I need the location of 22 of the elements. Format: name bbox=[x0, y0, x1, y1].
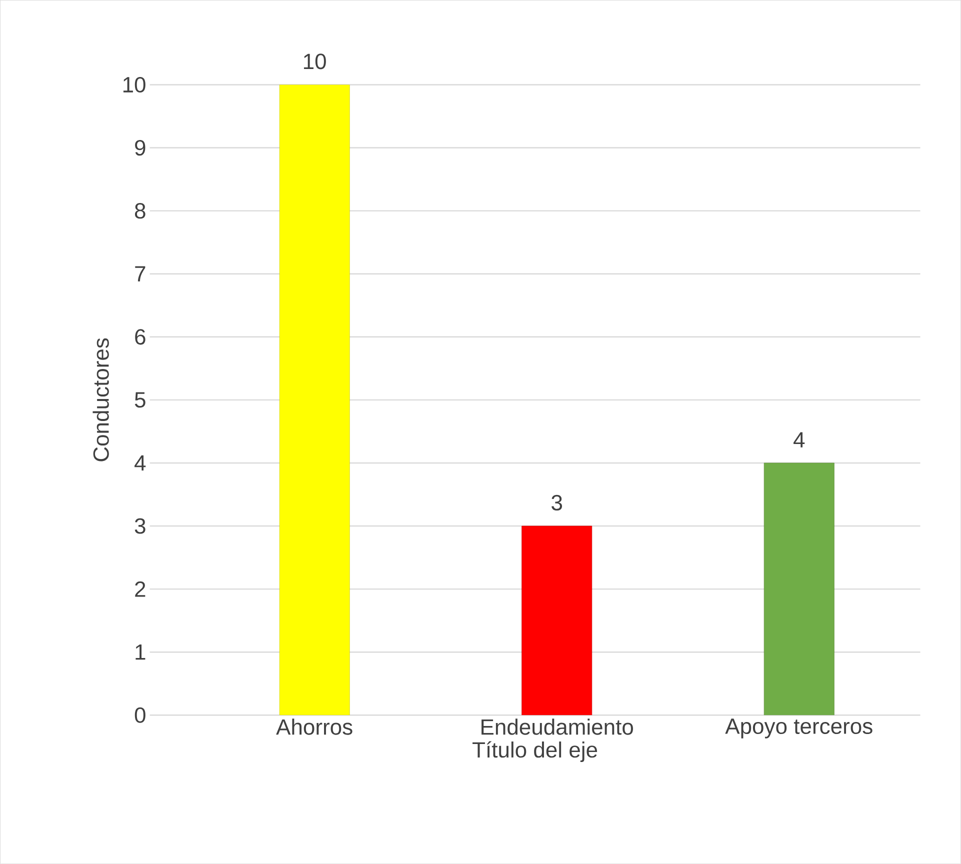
y-tick-label: 9 bbox=[135, 140, 146, 156]
y-tick-label: 3 bbox=[134, 518, 146, 534]
data-label: 10 bbox=[304, 54, 326, 70]
y-tick-label: 6 bbox=[135, 329, 146, 345]
y-tick-label: 5 bbox=[134, 392, 146, 408]
y-tick-label: 0 bbox=[134, 707, 146, 723]
data-label: 3 bbox=[552, 494, 562, 511]
y-tick-label: 8 bbox=[134, 203, 146, 219]
x-tick-label: Ahorros bbox=[276, 718, 352, 735]
bar bbox=[764, 462, 834, 716]
x-tick-label: Endeudamiento bbox=[482, 718, 633, 735]
bar bbox=[522, 526, 592, 716]
x-tick-label: Apoyo terceros bbox=[725, 718, 872, 738]
data-label: 4 bbox=[794, 432, 805, 448]
y-tick-label: 2 bbox=[135, 581, 146, 597]
y-tick-label: 10 bbox=[123, 76, 146, 93]
x-axis-title: Título del eje bbox=[472, 741, 598, 762]
y-tick-label: 4 bbox=[134, 455, 146, 471]
bar bbox=[279, 84, 350, 716]
y-tick-label: 1 bbox=[136, 644, 146, 660]
y-tick-label: 7 bbox=[135, 266, 146, 282]
y-axis-title: Conductores bbox=[92, 338, 109, 462]
